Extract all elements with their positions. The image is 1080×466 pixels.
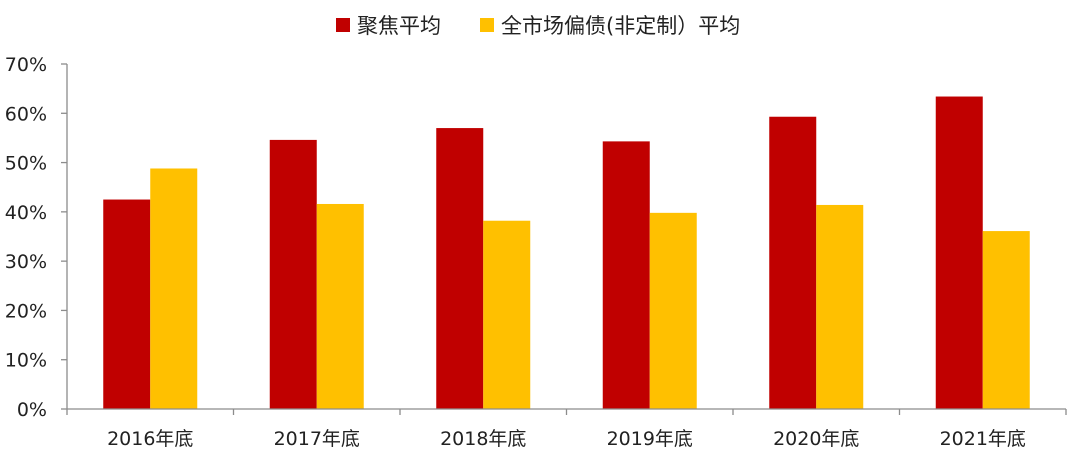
x-category-label: 2021年底 (940, 428, 1026, 450)
y-axis: 0% 10% 20% 30% 40% 50% 60% 70% (5, 54, 68, 421)
bar-series-1 (103, 199, 151, 409)
bar-series-1 (602, 141, 650, 409)
legend-swatch-2 (480, 18, 494, 32)
bar-series-2 (316, 203, 364, 409)
x-category-label: 2019年底 (607, 428, 693, 450)
legend: 聚焦平均 全市场偏债(非定制）平均 (336, 14, 740, 38)
legend-label-2: 全市场偏债(非定制）平均 (501, 14, 740, 38)
bar-series-1 (935, 96, 983, 410)
y-tick-label: 0% (17, 399, 47, 421)
bar-series-1 (436, 128, 484, 410)
y-tick-label: 30% (5, 251, 47, 273)
bar-series-2 (649, 212, 697, 409)
y-tick-label: 10% (5, 350, 47, 372)
y-tick-label: 60% (5, 103, 47, 125)
x-category-label: 2017年底 (274, 428, 360, 450)
legend-label-1: 聚焦平均 (357, 14, 441, 38)
y-tick-label: 40% (5, 202, 47, 224)
x-axis: 2016年底 2017年底 2018年底 2019年底 2020年底 2021年底 (66, 408, 1067, 450)
y-tick-label: 70% (5, 54, 47, 76)
x-category-label: 2018年底 (440, 428, 526, 450)
bar-series-2 (483, 220, 531, 409)
x-category-label: 2020年底 (773, 428, 859, 450)
legend-swatch-1 (336, 18, 350, 32)
x-category-label: 2016年底 (107, 428, 193, 450)
bar-series-2 (150, 168, 198, 409)
y-tick-label: 20% (5, 300, 47, 322)
bars (103, 96, 1030, 410)
bar-series-1 (269, 139, 317, 409)
bar-series-2 (816, 204, 864, 409)
bar-series-1 (769, 116, 817, 409)
y-tick-label: 50% (5, 153, 47, 175)
bar-series-2 (982, 231, 1030, 409)
